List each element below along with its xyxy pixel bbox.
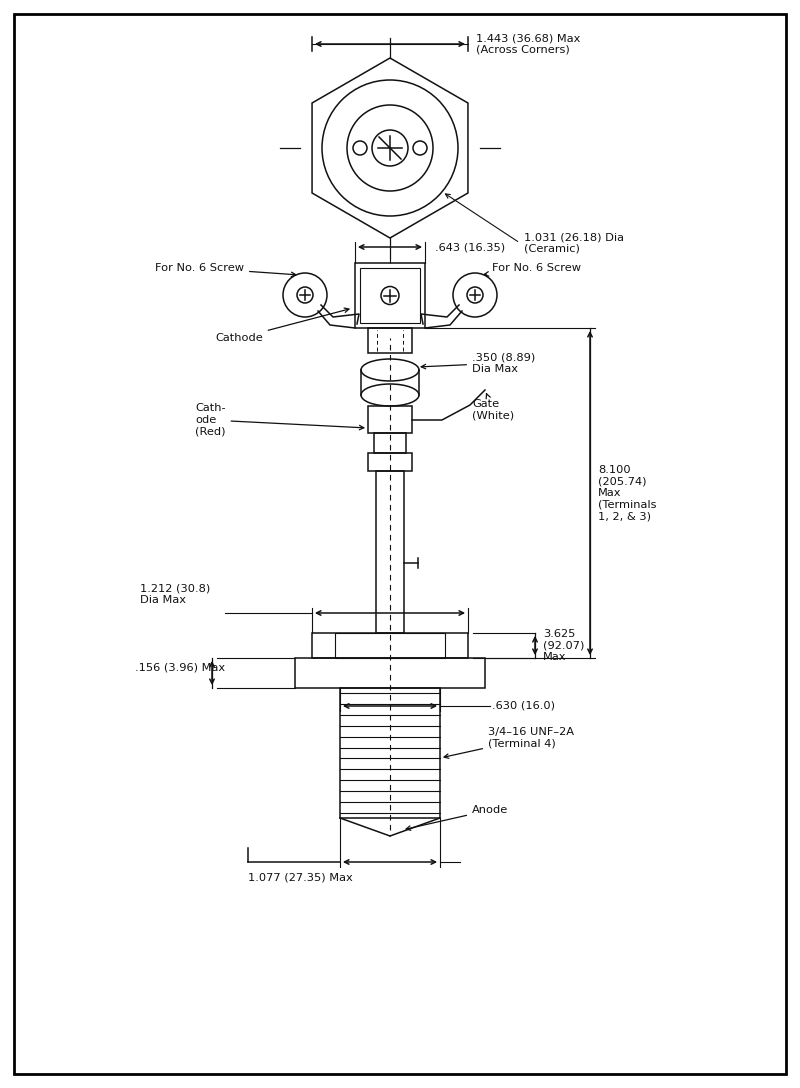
Bar (374, 433, 406, 453)
Bar (368, 406, 412, 433)
Text: .350 (8.89)
Dia Max: .350 (8.89) Dia Max (421, 353, 535, 374)
Text: 3/4–16 UNF–2A
(Terminal 4): 3/4–16 UNF–2A (Terminal 4) (444, 727, 574, 758)
Bar (355, 263, 425, 327)
Bar (340, 688, 440, 818)
Text: For No. 6 Screw: For No. 6 Screw (484, 263, 581, 276)
Text: .156 (3.96) Max: .156 (3.96) Max (135, 663, 225, 673)
Text: .643 (16.35): .643 (16.35) (435, 242, 505, 252)
Text: 1.077 (27.35) Max: 1.077 (27.35) Max (248, 871, 353, 882)
Text: 8.100
(205.74)
Max
(Terminals
1, 2, & 3): 8.100 (205.74) Max (Terminals 1, 2, & 3) (598, 465, 657, 521)
Text: 3.625
(92.07)
Max: 3.625 (92.07) Max (543, 629, 584, 663)
Bar (376, 471, 404, 633)
Text: For No. 6 Screw: For No. 6 Screw (155, 263, 296, 276)
Text: 1.212 (30.8)
Dia Max: 1.212 (30.8) Dia Max (140, 583, 210, 605)
Text: Gate
(White): Gate (White) (472, 394, 514, 421)
Text: .630 (16.0): .630 (16.0) (492, 701, 555, 710)
Text: 1.443 (36.68) Max
(Across Corners): 1.443 (36.68) Max (Across Corners) (476, 34, 580, 54)
Bar (360, 268, 420, 323)
Bar (335, 633, 445, 658)
Text: Cath-
ode
(Red): Cath- ode (Red) (195, 404, 364, 436)
Bar (368, 327, 412, 353)
Text: Anode: Anode (406, 805, 508, 830)
Bar (312, 633, 468, 658)
Bar (295, 658, 485, 688)
Text: Cathode: Cathode (215, 308, 349, 343)
Text: 1.031 (26.18) Dia
(Ceramic): 1.031 (26.18) Dia (Ceramic) (524, 232, 624, 254)
Bar (368, 453, 412, 471)
